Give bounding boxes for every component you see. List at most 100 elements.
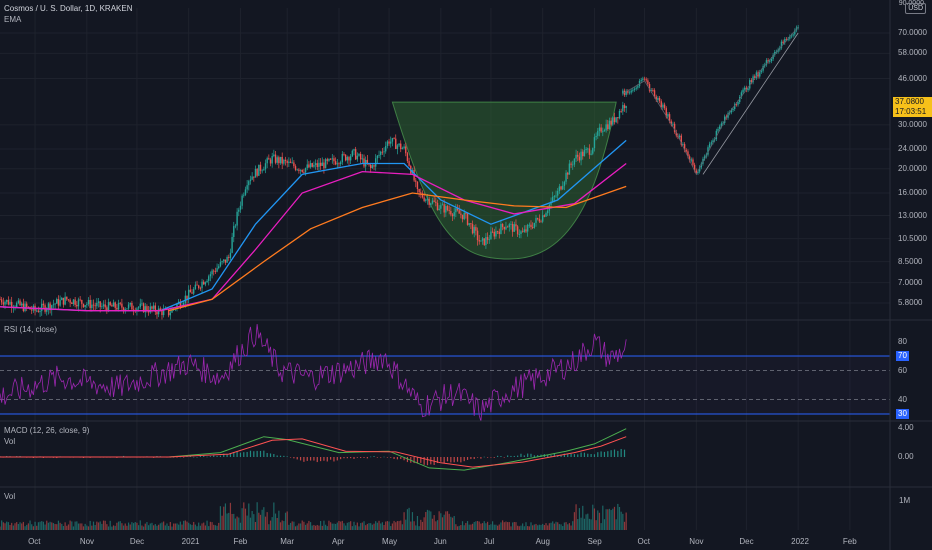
candle-body [603, 130, 606, 132]
volume-bar [36, 525, 38, 530]
candle-body [5, 299, 8, 302]
volume-bar [537, 525, 539, 530]
projection-candle [640, 79, 642, 81]
currency-button[interactable]: USD [905, 3, 926, 14]
volume-bar [1, 520, 3, 530]
candle-body [49, 303, 51, 311]
macd-histogram-bar [527, 453, 529, 457]
volume-bar [590, 519, 592, 530]
volume-bar [291, 521, 293, 530]
macd-histogram-bar [480, 457, 482, 459]
x-tick-label: May [382, 537, 398, 546]
volume-bar [380, 523, 382, 530]
vol-title[interactable]: Vol [4, 492, 16, 501]
volume-bar [57, 520, 60, 530]
candle-body [82, 303, 85, 307]
candle-body [398, 143, 400, 146]
macd-histogram-bar [523, 455, 525, 457]
candle-body [106, 307, 108, 312]
macd-histogram-bar [320, 457, 322, 462]
volume-bar [101, 523, 103, 530]
candle-body [126, 308, 128, 310]
candle-body [206, 280, 208, 283]
candle-body [555, 195, 557, 197]
volume-bar [261, 509, 263, 530]
candle-body [269, 159, 272, 164]
projection-candle [794, 30, 796, 35]
macd-histogram-bar [223, 453, 225, 457]
volume-bar [102, 520, 105, 530]
candle-body [351, 150, 354, 157]
volume-bar [216, 525, 218, 530]
macd-vol-label[interactable]: Vol [4, 437, 16, 446]
x-tick-label: 2021 [181, 537, 200, 546]
y-tick-label: 46.0000 [898, 73, 927, 83]
candle-body [228, 256, 230, 258]
candle-body [363, 158, 365, 167]
candle-body [136, 308, 138, 312]
projection-candle [720, 123, 723, 127]
volume-bar [510, 526, 512, 530]
macd-histogram-bar [229, 453, 232, 457]
volume-bar [396, 521, 399, 530]
volume-bar [76, 521, 78, 530]
volume-bar [535, 523, 537, 530]
rsi-title[interactable]: RSI (14, close) [4, 325, 57, 334]
symbol-title[interactable]: Cosmos / U. S. Dollar, 1D, KRAKEN [4, 4, 133, 13]
volume-bar [176, 523, 178, 530]
volume-bar [513, 522, 515, 530]
volume-bar [563, 522, 565, 530]
volume-bar [56, 524, 58, 530]
candle-body [415, 180, 417, 182]
volume-bar [153, 525, 155, 530]
macd-histogram-bar [303, 457, 305, 462]
volume-bar [423, 517, 425, 530]
candle-body [455, 208, 457, 213]
volume-bar [418, 526, 420, 530]
projection-candle [792, 34, 794, 36]
candle-body [61, 297, 63, 301]
volume-bar [77, 523, 80, 530]
candle-body [585, 148, 587, 151]
rsi-band-fill [0, 356, 890, 414]
candle-body [349, 156, 352, 161]
candle-body [67, 299, 70, 301]
projection-candle [770, 59, 773, 62]
volume-bar [224, 503, 227, 530]
candle-body [77, 299, 80, 307]
volume-bar [388, 521, 390, 530]
projection-candle [767, 60, 769, 62]
x-tick-label: Nov [689, 537, 704, 546]
volume-bar [395, 522, 397, 530]
candle-body [418, 189, 420, 193]
macd-histogram-bar [233, 452, 235, 457]
macd-histogram-bar [326, 457, 328, 462]
macd-title[interactable]: MACD (12, 26, close, 9) [4, 426, 90, 435]
macd-histogram-bar [456, 457, 459, 462]
volume-bar [156, 525, 158, 530]
candle-body [274, 154, 277, 163]
projection-candle [630, 90, 632, 93]
volume-bar [4, 523, 6, 530]
candle-body [146, 306, 148, 311]
candle-body [244, 189, 247, 195]
volume-bar [553, 523, 555, 530]
candle-body [369, 164, 372, 169]
projection-candle [680, 135, 682, 145]
volume-bar [114, 525, 116, 530]
projection-candle [653, 90, 656, 97]
y-tick-label: 7.0000 [898, 277, 923, 287]
indicator-label[interactable]: EMA [4, 15, 22, 24]
candle-body [388, 141, 390, 144]
volume-bar [308, 520, 310, 530]
candle-body [541, 215, 544, 222]
volume-bar [141, 525, 143, 530]
volume-bar [106, 524, 108, 530]
volume-bar [208, 526, 210, 530]
x-tick-label: Mar [280, 537, 294, 546]
candle-body [319, 162, 322, 166]
volume-bar [548, 523, 550, 530]
candle-body [229, 252, 232, 258]
macd-histogram-bar [276, 455, 278, 457]
